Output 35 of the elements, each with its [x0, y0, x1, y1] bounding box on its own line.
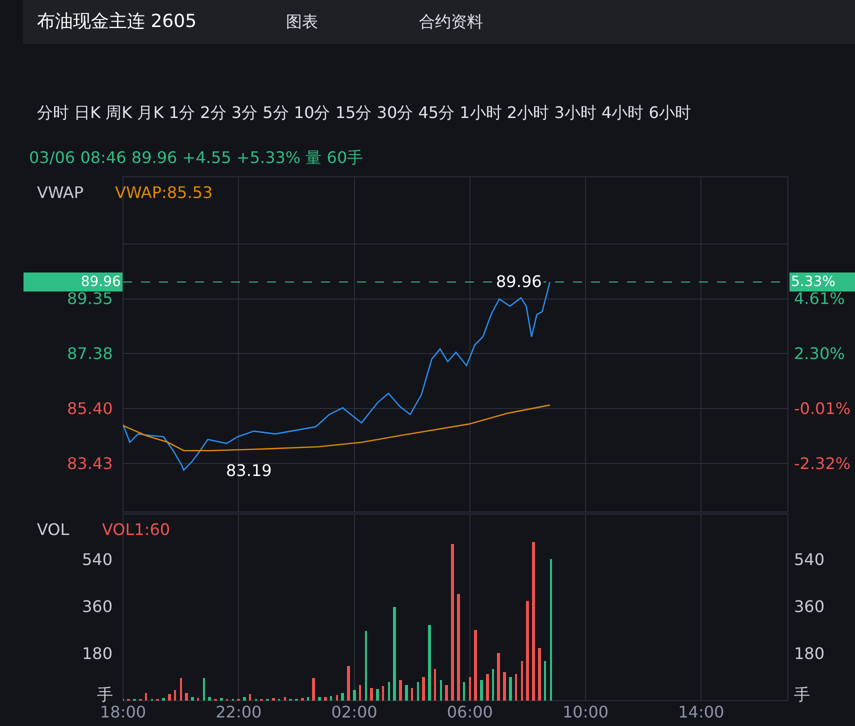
text: 89.96	[80, 274, 121, 290]
y2-tick-label: 2.30%	[794, 344, 845, 363]
y-tick-label: 85.40	[67, 399, 113, 418]
text: 分时 日K 周K 月K 1分 2分 3分 5分 10分 15分 30分 45分 1小时 2小时 3小时 4小时 6小时	[37, 103, 691, 122]
legend-title: VWAP	[37, 183, 84, 202]
chart-title: 布油现金主连 2605	[37, 11, 197, 32]
text: VOL1:60	[102, 520, 170, 539]
y2-tick-label: 360	[794, 597, 825, 616]
x-tick-label: 22:00	[216, 702, 262, 722]
text: VWAP:85.53	[115, 183, 213, 202]
y-tick-label: 87.38	[67, 344, 113, 363]
y-tick-label: 89.35	[67, 289, 113, 308]
y-tick-label: 180	[82, 644, 113, 663]
x-tick-label: 06:00	[446, 702, 493, 722]
y-tick-label: 540	[82, 550, 113, 569]
x-tick-label: 10:00	[562, 702, 609, 722]
x-tick-label: 14:00	[678, 702, 724, 722]
y2-tick-label: 180	[794, 644, 825, 663]
ref-line-label: 89.96	[496, 272, 542, 291]
y2-tick-label: 手	[794, 685, 810, 704]
text: 合约资料	[419, 12, 483, 31]
y-tick-label: 83.43	[67, 454, 113, 473]
text: 5.33%	[791, 274, 836, 290]
y2-tick-label: -0.01%	[794, 399, 851, 418]
y-tick-label: 手	[97, 685, 113, 704]
y-tick-label: 360	[82, 597, 113, 616]
y2-tick-label: -2.32%	[794, 454, 851, 473]
annotation: 83.19	[226, 461, 272, 480]
x-tick-label: 02:00	[331, 702, 378, 722]
chart-subtitle: 03/06 08:46 89.96 +4.55 +5.33% 量 60手	[29, 148, 364, 167]
y2-tick-label: 540	[794, 550, 825, 569]
y2-tick-label: 4.61%	[794, 289, 845, 308]
text: 图表	[286, 12, 318, 31]
legend-title: VOL	[37, 520, 70, 539]
x-tick-label: 18:00	[100, 702, 146, 722]
